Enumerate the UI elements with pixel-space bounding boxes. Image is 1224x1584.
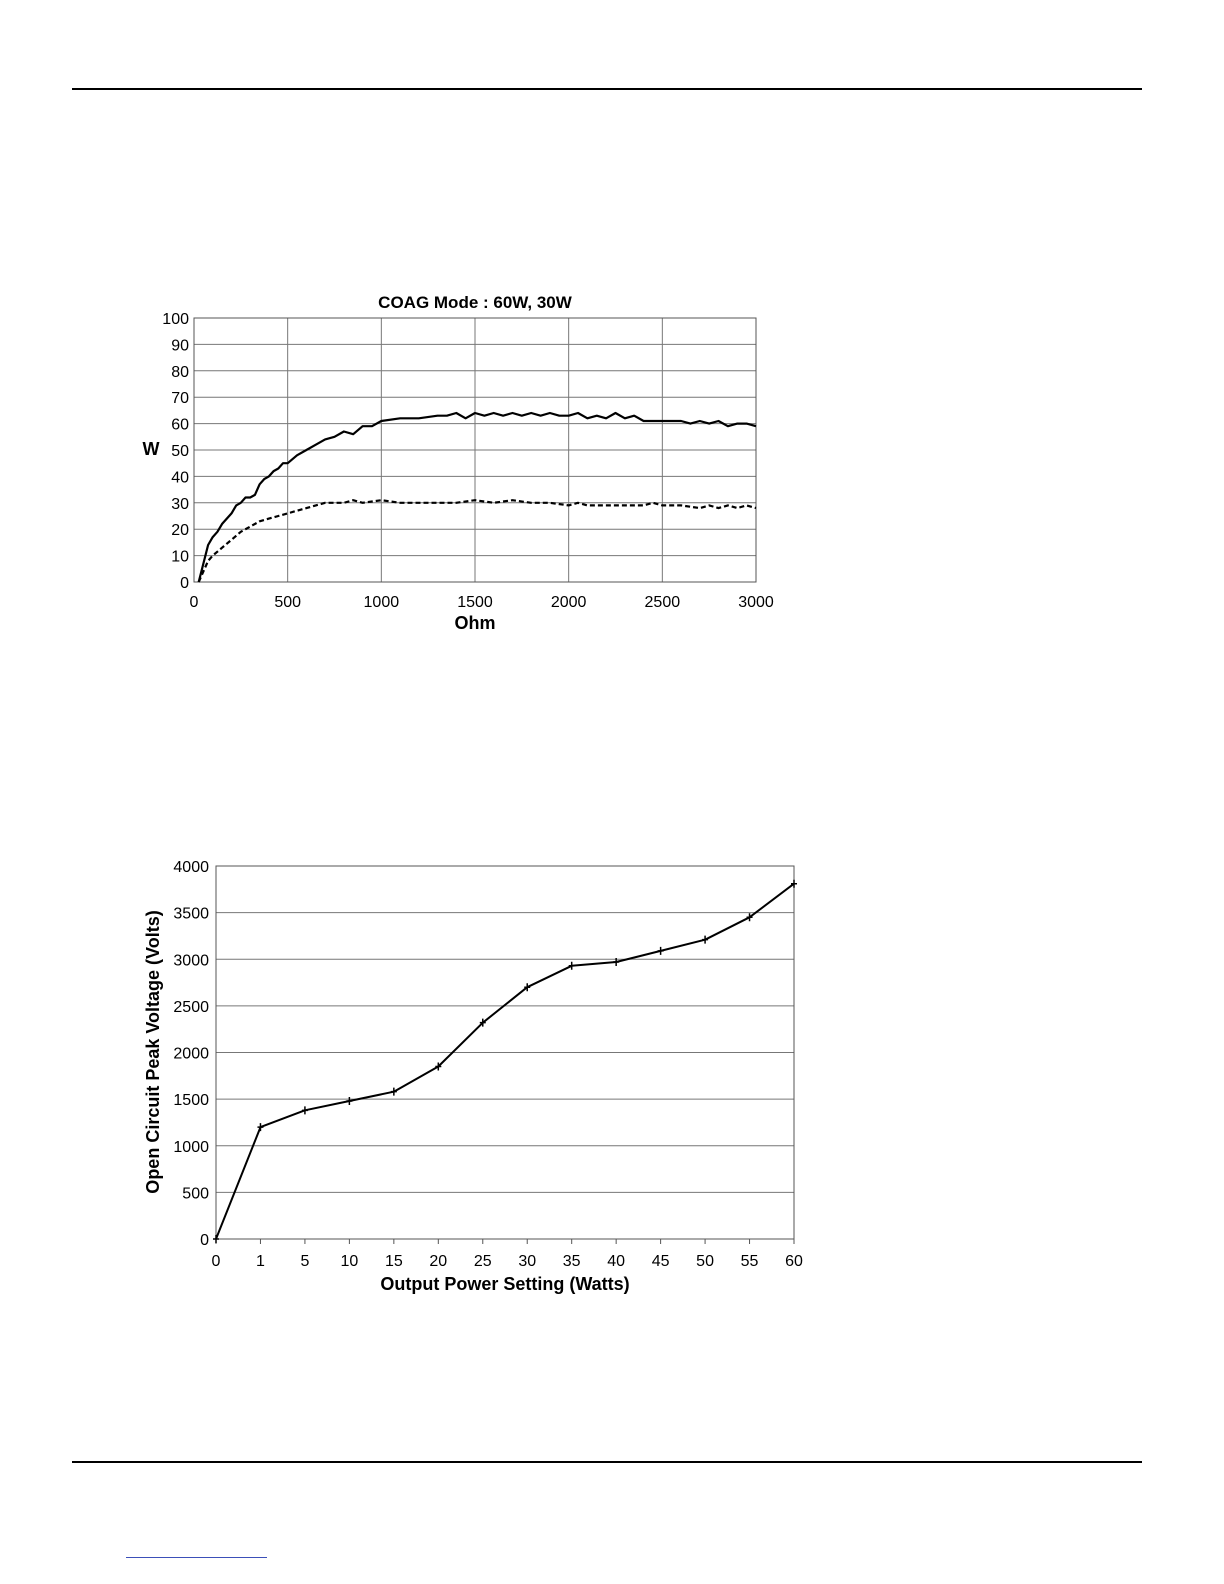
chart2-x-tick-label: 1 bbox=[256, 1253, 265, 1270]
footer-rule bbox=[72, 1461, 1142, 1463]
chart2-data-point bbox=[657, 946, 664, 955]
chart2-y-axis-label: Open Circuit Peak Voltage (Volts) bbox=[143, 910, 163, 1193]
chart1-plot-border bbox=[193, 317, 757, 583]
chart2-y-tick-label: 0 bbox=[200, 1232, 209, 1249]
chart1-series-solid-line bbox=[197, 411, 757, 583]
chart1-x-axis-label: Ohm bbox=[454, 613, 495, 633]
chart2-x-tick-label: 0 bbox=[212, 1253, 221, 1270]
chart1-y-tick-label: 40 bbox=[171, 469, 189, 486]
header-rule bbox=[72, 88, 1142, 90]
chart2-data-point bbox=[613, 958, 620, 967]
chart1-x-tick-label: 3000 bbox=[738, 594, 774, 611]
chart2-x-tick-label: 45 bbox=[652, 1253, 670, 1270]
chart2-x-tick-label: 60 bbox=[785, 1253, 803, 1270]
chart1-y-tick-label: 90 bbox=[171, 337, 189, 354]
chart2-x-tick-label: 35 bbox=[563, 1253, 581, 1270]
chart2-x-tick-label: 40 bbox=[607, 1253, 625, 1270]
chart1-y-tick-label: 20 bbox=[171, 522, 189, 539]
chart2-data-point bbox=[746, 913, 753, 922]
chart1-y-tick-label: 70 bbox=[171, 390, 189, 407]
chart2-data-point bbox=[213, 1235, 219, 1243]
chart1-y-tick-label: 60 bbox=[171, 417, 189, 434]
chart1-x-tick-label: 1500 bbox=[457, 594, 493, 611]
chart2-data-point bbox=[257, 1123, 264, 1132]
chart2-y-tick-label: 4000 bbox=[173, 859, 209, 876]
chart1-y-tick-label: 50 bbox=[171, 443, 189, 460]
chart1-y-axis-label: W bbox=[143, 439, 160, 459]
chart2-data-point bbox=[435, 1062, 442, 1071]
chart2-y-tick-label: 2500 bbox=[173, 999, 209, 1016]
chart2-x-axis-label: Output Power Setting (Watts) bbox=[380, 1274, 629, 1294]
chart1-title: COAG Mode : 60W, 30W bbox=[378, 293, 573, 312]
chart2-y-tick-label: 1500 bbox=[173, 1092, 209, 1109]
chart1-series-dashed-line bbox=[197, 499, 757, 583]
chart1-y-tick-label: 80 bbox=[171, 364, 189, 381]
chart2-x-tick-label: 55 bbox=[741, 1253, 759, 1270]
chart2-y-tick-label: 1000 bbox=[173, 1139, 209, 1156]
chart2-series-line bbox=[215, 882, 795, 1240]
chart2-y-tick-label: 3000 bbox=[173, 952, 209, 969]
coag-mode-chart: COAG Mode : 60W, 30W 0 10 20 30 40 50 60 70 80 90… bbox=[143, 293, 774, 633]
chart2-x-tick-label: 5 bbox=[300, 1253, 309, 1270]
chart2-data-point bbox=[346, 1096, 353, 1105]
chart2-y-tick-label: 2000 bbox=[173, 1046, 209, 1063]
chart2-x-tick-label: 20 bbox=[429, 1253, 447, 1270]
chart2-x-tick-label: 10 bbox=[340, 1253, 358, 1270]
chart2-y-tick-label: 500 bbox=[182, 1185, 209, 1202]
chart1-y-tick-label: 10 bbox=[171, 549, 189, 566]
chart1-x-tick-label: 500 bbox=[274, 594, 301, 611]
footer-link-underline bbox=[126, 1557, 267, 1558]
chart2-data-point bbox=[301, 1106, 308, 1115]
chart2-plot-border bbox=[215, 865, 795, 1240]
chart1-x-tick-label: 2000 bbox=[551, 594, 587, 611]
chart2-data-point bbox=[702, 935, 709, 944]
chart2-data-point bbox=[568, 961, 575, 970]
chart2-x-tick-label: 15 bbox=[385, 1253, 403, 1270]
chart1-x-tick-label: 0 bbox=[190, 594, 199, 611]
chart1-y-tick-label: 100 bbox=[162, 311, 189, 328]
chart2-data-point bbox=[524, 983, 531, 992]
chart1-x-tick-label: 1000 bbox=[364, 594, 400, 611]
chart2-x-tick-label: 30 bbox=[518, 1253, 536, 1270]
chart2-x-tick-label: 50 bbox=[696, 1253, 714, 1270]
chart2-y-tick-label: 3500 bbox=[173, 906, 209, 923]
chart2-x-tick-label: 25 bbox=[474, 1253, 492, 1270]
chart1-y-tick-label: 30 bbox=[171, 496, 189, 513]
chart2-data-point bbox=[390, 1087, 397, 1096]
chart1-y-tick-label: 0 bbox=[180, 575, 189, 592]
chart1-x-tick-label: 2500 bbox=[645, 594, 681, 611]
chart2-data-point bbox=[791, 879, 797, 888]
chart2-data-point bbox=[479, 1018, 486, 1027]
